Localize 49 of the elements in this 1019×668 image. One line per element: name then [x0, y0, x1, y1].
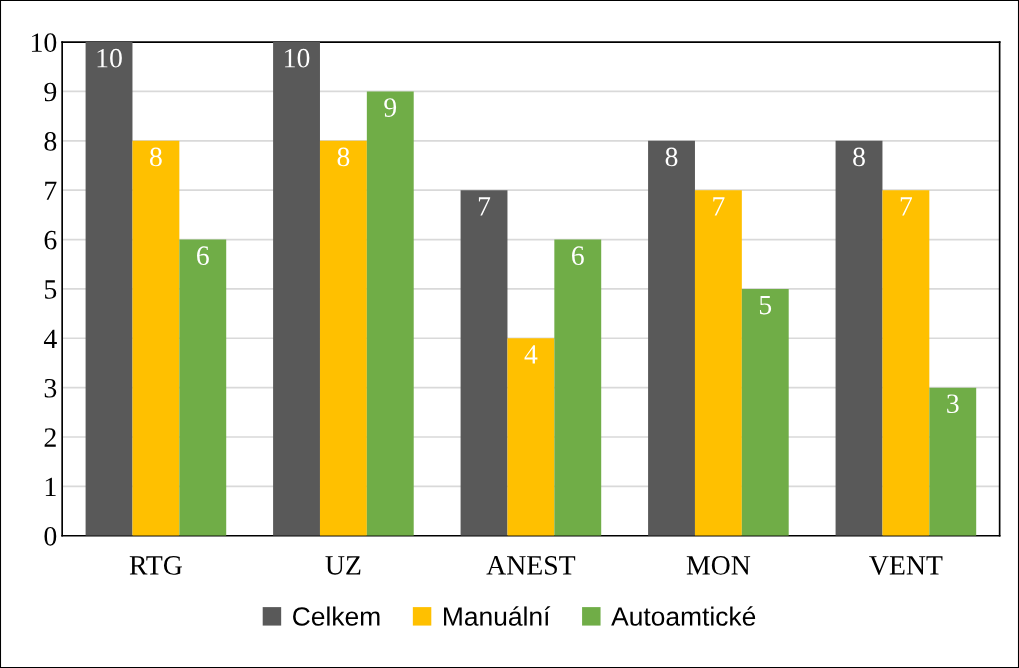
y-tick-label: 1 — [45, 477, 56, 497]
legend-label: Celkem — [293, 606, 380, 626]
data-label: 7 — [900, 197, 913, 216]
bar — [648, 140, 695, 536]
data-label: 10 — [97, 48, 122, 68]
bar — [273, 42, 320, 536]
bar — [179, 239, 227, 536]
data-label: 8 — [853, 147, 865, 167]
y-tick-label: 2 — [44, 428, 56, 447]
y-tick-label: 6 — [44, 230, 57, 250]
bar — [929, 387, 977, 536]
x-tick-label: MON — [686, 556, 751, 575]
data-label: 4 — [524, 345, 538, 364]
data-label: 8 — [665, 147, 678, 167]
data-label: 10 — [285, 48, 310, 68]
bar — [507, 338, 555, 536]
bar — [835, 140, 883, 536]
data-label: 9 — [384, 98, 397, 117]
data-label: 3 — [947, 394, 959, 414]
bar — [694, 190, 742, 536]
bar — [132, 140, 180, 536]
y-tick-label: 3 — [44, 378, 57, 398]
data-label: 8 — [337, 147, 350, 167]
data-label: 6 — [572, 246, 584, 266]
y-tick-label: 7 — [45, 181, 57, 200]
bar — [366, 91, 414, 536]
data-label: 6 — [197, 246, 209, 266]
legend-label: Manuální — [444, 606, 551, 626]
legend-label: Autoamtické — [611, 606, 756, 626]
y-tick-label: 5 — [45, 280, 57, 299]
y-tick-label: 8 — [44, 131, 57, 151]
x-tick-label: UZ — [325, 556, 361, 575]
bar — [554, 239, 602, 536]
y-tick-label: 9 — [44, 82, 57, 102]
y-tick-label: 4 — [43, 329, 57, 348]
bar — [741, 288, 789, 536]
x-tick-label: RTG — [129, 556, 182, 575]
bar — [460, 190, 508, 536]
x-tick-label: VENT — [869, 556, 943, 575]
y-tick-label: 10 — [31, 33, 57, 52]
bar — [85, 42, 133, 536]
bar — [882, 190, 930, 536]
data-label: 7 — [478, 197, 491, 216]
x-tick-label: ANEST — [486, 556, 576, 575]
data-label: 7 — [713, 197, 725, 216]
data-label: 8 — [150, 147, 162, 167]
data-label: 5 — [759, 295, 772, 315]
y-tick-label: 0 — [44, 526, 57, 546]
bar — [319, 140, 367, 536]
